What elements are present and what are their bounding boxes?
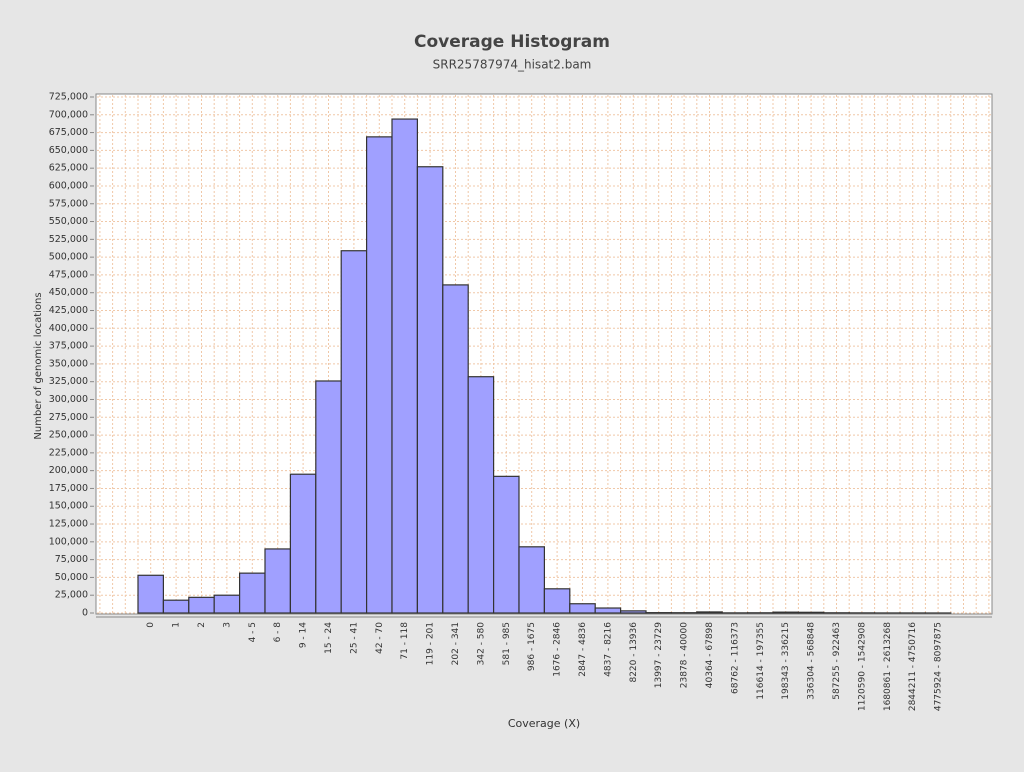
x-tick-label: 1680861 - 2613268 xyxy=(883,622,893,711)
x-tick-label: 3 xyxy=(222,622,232,628)
y-tick-label: 50,000 xyxy=(55,572,88,583)
bar xyxy=(519,547,544,613)
bar xyxy=(468,377,493,613)
x-tick-label: 13997 - 23729 xyxy=(654,622,664,689)
bar xyxy=(494,476,519,613)
y-tick-label: 300,000 xyxy=(49,394,88,405)
bar xyxy=(138,575,163,613)
bar xyxy=(189,597,214,613)
bar xyxy=(544,589,569,613)
x-tick-label: 986 - 1675 xyxy=(527,622,537,671)
y-tick-label: 25,000 xyxy=(55,590,88,601)
bar xyxy=(443,285,468,613)
x-tick-label: 581 - 985 xyxy=(502,622,512,665)
chart-subtitle: SRR25787974_hisat2.bam xyxy=(433,58,592,72)
x-tick-label: 119 - 201 xyxy=(426,622,436,665)
bar xyxy=(392,119,417,613)
y-tick-label: 525,000 xyxy=(49,234,88,245)
y-tick-label: 375,000 xyxy=(49,341,88,352)
x-tick-label: 8220 - 13936 xyxy=(629,622,639,683)
bar xyxy=(163,600,188,613)
y-tick-label: 175,000 xyxy=(49,483,88,494)
y-tick-label: 600,000 xyxy=(49,180,88,191)
y-tick-label: 275,000 xyxy=(49,412,88,423)
x-tick-label: 4 - 5 xyxy=(248,622,258,642)
x-tick-label: 587255 - 922463 xyxy=(832,622,842,700)
y-tick-label: 350,000 xyxy=(49,358,88,369)
bar xyxy=(697,612,722,613)
y-tick-label: 475,000 xyxy=(49,269,88,280)
x-tick-label: 40364 - 67898 xyxy=(705,622,715,689)
x-tick-label: 23878 - 40000 xyxy=(680,622,690,689)
x-tick-label: 71 - 118 xyxy=(400,622,410,660)
x-tick-label: 6 - 8 xyxy=(273,622,283,643)
y-tick-label: 200,000 xyxy=(49,465,88,476)
y-tick-label: 650,000 xyxy=(49,145,88,156)
x-tick-label: 25 - 41 xyxy=(349,622,359,654)
bar xyxy=(341,251,366,613)
x-tick-label: 342 - 580 xyxy=(476,622,486,666)
chart-title: Coverage Histogram xyxy=(414,32,610,52)
bar xyxy=(367,137,392,613)
x-tick-label: 1676 - 2846 xyxy=(553,622,563,677)
bar xyxy=(798,612,823,613)
bar xyxy=(621,611,646,613)
y-tick-label: 625,000 xyxy=(49,163,88,174)
y-tick-label: 725,000 xyxy=(49,92,88,103)
bar xyxy=(316,381,341,613)
x-tick-label: 15 - 24 xyxy=(324,622,334,654)
bar xyxy=(290,474,315,613)
y-tick-label: 425,000 xyxy=(49,305,88,316)
x-tick-label: 42 - 70 xyxy=(375,622,385,654)
y-tick-label: 450,000 xyxy=(49,287,88,298)
x-tick-label: 9 - 14 xyxy=(299,622,309,648)
y-tick-label: 250,000 xyxy=(49,430,88,441)
y-tick-label: 575,000 xyxy=(49,198,88,209)
y-tick-label: 550,000 xyxy=(49,216,88,227)
y-axis-label: Number of genomic locations xyxy=(33,292,44,439)
bar xyxy=(773,612,798,613)
x-tick-label: 2844211 - 4750716 xyxy=(908,622,918,711)
x-tick-label: 2847 - 4836 xyxy=(578,622,588,677)
y-tick-label: 700,000 xyxy=(49,109,88,120)
y-tick-label: 125,000 xyxy=(49,519,88,530)
y-tick-label: 500,000 xyxy=(49,252,88,263)
x-tick-label: 336304 - 568848 xyxy=(807,622,817,700)
x-tick-label: 68762 - 116373 xyxy=(730,622,740,694)
y-tick-label: 675,000 xyxy=(49,127,88,138)
bar xyxy=(595,608,620,613)
bar xyxy=(265,549,290,613)
y-tick-label: 325,000 xyxy=(49,376,88,387)
x-tick-label: 202 - 341 xyxy=(451,622,461,665)
x-tick-label: 116614 - 197355 xyxy=(756,622,766,700)
y-tick-label: 225,000 xyxy=(49,447,88,458)
x-tick-label: 0 xyxy=(146,622,156,628)
x-tick-label: 198343 - 336215 xyxy=(781,622,791,700)
y-tick-label: 400,000 xyxy=(49,323,88,334)
x-tick-label: 4775924 - 8097875 xyxy=(934,622,944,711)
y-tick-label: 0 xyxy=(82,608,88,619)
x-tick-label: 1 xyxy=(172,622,182,628)
bar xyxy=(240,573,265,613)
x-tick-label: 2 xyxy=(197,622,207,628)
bar xyxy=(417,167,442,613)
bar xyxy=(214,595,239,613)
y-tick-label: 75,000 xyxy=(55,554,88,565)
x-tick-label: 4837 - 8216 xyxy=(603,622,613,677)
x-tick-label: 1120590 - 1542908 xyxy=(857,622,867,711)
bar xyxy=(570,604,595,613)
y-tick-label: 100,000 xyxy=(49,536,88,547)
y-tick-label: 150,000 xyxy=(49,501,88,512)
x-axis-label: Coverage (X) xyxy=(508,717,580,730)
